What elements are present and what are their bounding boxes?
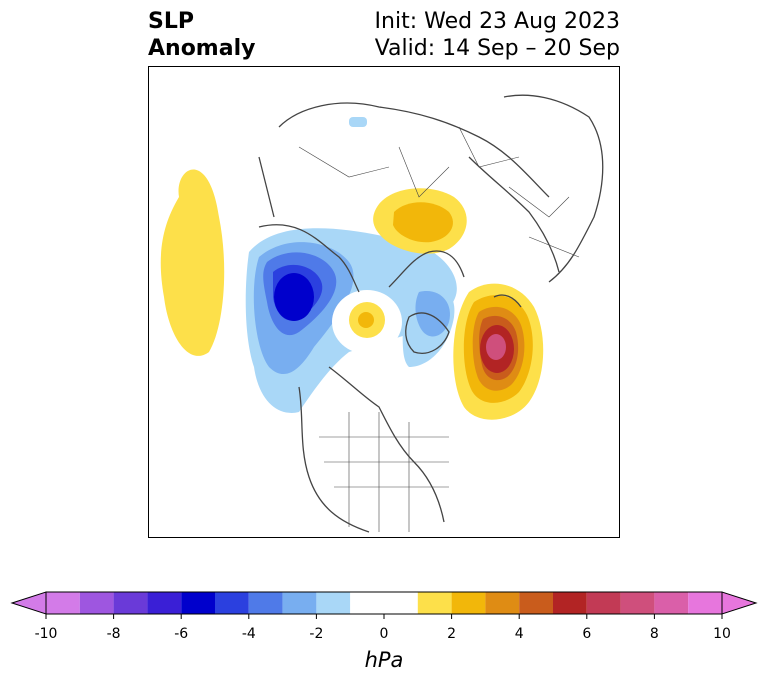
map-panel <box>148 66 620 538</box>
colorbar-tick-label: -4 <box>241 626 256 642</box>
colorbar-tick-label: -10 <box>34 626 58 642</box>
colorbar-bin <box>248 592 283 614</box>
colorbar-tick-label: -2 <box>309 626 324 642</box>
colorbar-bin <box>181 592 215 614</box>
map-svg <box>160 94 604 533</box>
colorbar-bins <box>46 592 722 614</box>
colorbar-bin <box>316 592 351 614</box>
colorbar-bin <box>688 592 722 614</box>
colorbar-bin <box>620 592 655 614</box>
init-date: Init: Wed 23 Aug 2023 <box>374 9 620 34</box>
colorbar-bin <box>215 592 249 614</box>
colorbar-extend-low <box>10 591 47 615</box>
arctic-high-inner <box>358 312 374 328</box>
title-anomaly: Anomaly <box>148 36 256 61</box>
colorbar-bin <box>519 592 553 614</box>
colorbar-unit: hPa <box>364 648 404 672</box>
anomaly-fields <box>160 117 544 420</box>
title-variable: SLP <box>148 9 194 34</box>
siberia-high-inner <box>393 202 453 243</box>
valid-range: Valid: 14 Sep – 20 Sep <box>374 36 620 61</box>
atlantic-high-core <box>486 334 506 360</box>
colorbar-tick-label: -6 <box>174 626 189 642</box>
title-right: Init: Wed 23 Aug 2023 Valid: 14 Sep – 20… <box>375 8 620 62</box>
colorbar-bin <box>46 592 80 614</box>
pacific-high-contour <box>160 169 225 356</box>
colorbar-tick-label: 8 <box>649 626 659 642</box>
colorbar-bin <box>350 592 418 614</box>
colorbar-bin <box>417 592 452 614</box>
colorbar-tick-label: 2 <box>447 626 457 642</box>
greenland-low-mid <box>415 291 450 337</box>
scandinavia-low <box>349 117 367 127</box>
colorbar-tick-marks <box>45 614 723 619</box>
colorbar <box>10 591 758 619</box>
colorbar-tick-label: 0 <box>379 626 389 642</box>
colorbar-bin <box>282 592 317 614</box>
colorbar-bin <box>654 592 689 614</box>
colorbar-bin <box>485 592 520 614</box>
colorbar-tick-label: 4 <box>514 626 524 642</box>
coastlines <box>258 94 604 533</box>
colorbar-extend-high <box>721 591 758 615</box>
colorbar-bin <box>113 592 148 614</box>
colorbar-tick-label: -8 <box>106 626 121 642</box>
colorbar-bin <box>79 592 114 614</box>
title-left: SLP Anomaly <box>148 8 255 62</box>
colorbar-bin <box>553 592 587 614</box>
alaska-low-core <box>274 273 314 321</box>
colorbar-bin <box>451 592 486 614</box>
colorbar-tick-label: 6 <box>582 626 592 642</box>
colorbar-bin <box>147 592 182 614</box>
colorbar-bin <box>586 592 621 614</box>
borders <box>298 126 580 532</box>
colorbar-tick-label: 10 <box>713 626 731 642</box>
